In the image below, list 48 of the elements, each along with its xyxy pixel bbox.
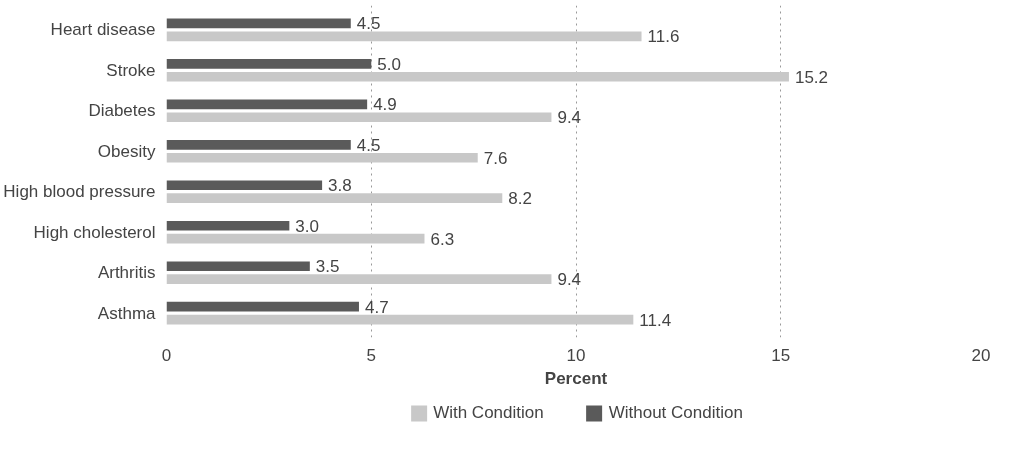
- bar: [166, 112, 552, 123]
- data-label: 9.4: [557, 270, 582, 290]
- y-tick-label: High blood pressure: [3, 182, 156, 202]
- bar: [166, 193, 503, 204]
- data-label: 4.7: [364, 297, 389, 317]
- data-label: 4.5: [356, 14, 381, 34]
- bar: [166, 58, 372, 69]
- bar: [166, 71, 789, 82]
- x-tick-label: 0: [161, 345, 172, 365]
- x-tick-label: 20: [971, 345, 991, 365]
- data-label: 15.2: [794, 67, 829, 87]
- bar: [166, 261, 310, 272]
- data-label: 4.5: [356, 135, 381, 155]
- x-tick-label: 10: [566, 345, 586, 365]
- y-tick-label: High cholesterol: [33, 222, 156, 242]
- legend-label: With Condition: [433, 402, 544, 423]
- bar: [166, 314, 634, 325]
- data-label: 8.2: [508, 189, 532, 209]
- data-label: 3.8: [328, 176, 352, 196]
- x-axis-title: Percent: [544, 368, 608, 388]
- bar: [166, 99, 368, 110]
- bar: [166, 180, 323, 191]
- y-tick-label: Heart disease: [50, 20, 156, 40]
- bar: [166, 18, 351, 29]
- bar: [166, 301, 359, 312]
- y-tick-label: Asthma: [97, 303, 157, 323]
- y-tick-label: Arthritis: [97, 263, 156, 283]
- data-label: 3.0: [295, 216, 319, 236]
- data-label: 3.5: [315, 257, 340, 277]
- legend-label: Without Condition: [608, 402, 743, 423]
- data-label: 7.6: [483, 148, 508, 168]
- data-label: 6.3: [430, 229, 455, 249]
- data-label: 11.4: [639, 310, 672, 330]
- bar: [166, 152, 478, 163]
- bar: [166, 274, 552, 285]
- y-tick-label: Stroke: [106, 60, 156, 80]
- x-tick-label: 15: [771, 345, 791, 365]
- x-tick-label: 5: [366, 345, 376, 365]
- y-tick-label: Obesity: [97, 141, 156, 161]
- y-tick-label: Diabetes: [88, 101, 156, 121]
- bar: [166, 31, 642, 42]
- data-label: 4.9: [373, 95, 397, 115]
- data-label: 5.0: [377, 54, 401, 74]
- bar: [166, 233, 425, 244]
- data-label: 11.6: [647, 27, 680, 47]
- data-label: 9.4: [557, 108, 582, 128]
- bar: [166, 139, 351, 150]
- bar: [166, 220, 290, 231]
